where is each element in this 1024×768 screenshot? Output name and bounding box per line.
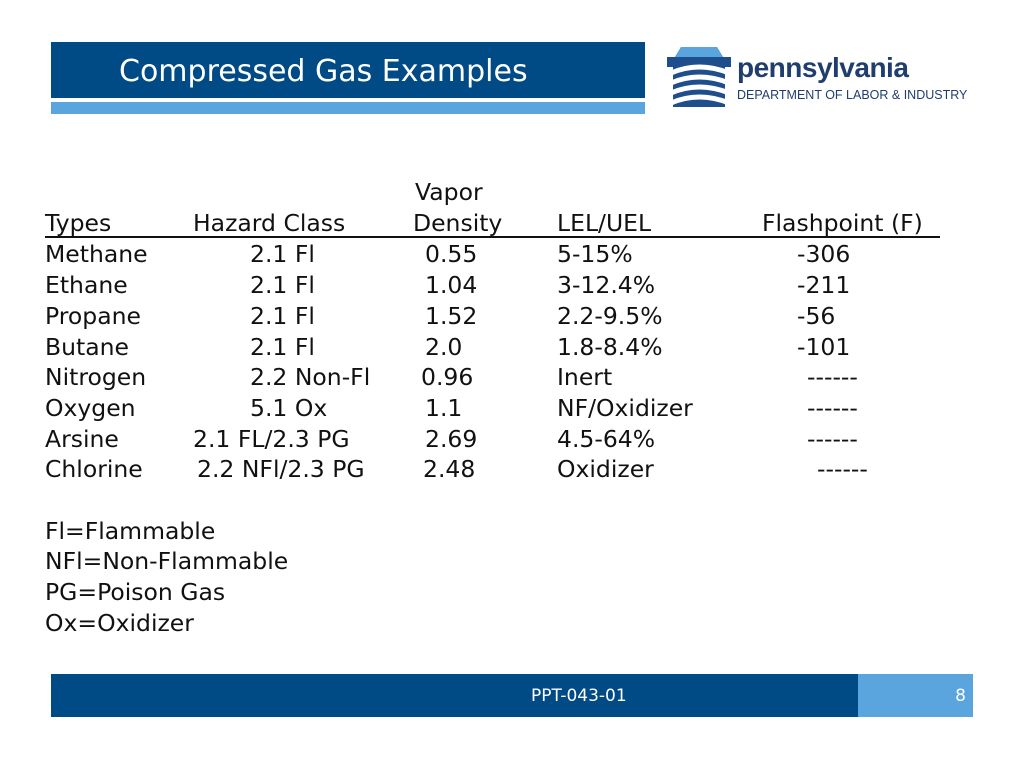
cell-hazard: 5.1 Ox bbox=[250, 394, 328, 422]
cell-density: 1.1 bbox=[425, 394, 463, 422]
logo-department: DEPARTMENT OF LABOR & INDUSTRY bbox=[737, 88, 968, 102]
cell-flashpoint: -56 bbox=[797, 302, 836, 330]
title-bar: Compressed Gas Examples bbox=[51, 42, 645, 98]
cell-density: 2.0 bbox=[425, 333, 463, 361]
cell-flashpoint: -306 bbox=[797, 240, 851, 268]
cell-type: Methane bbox=[45, 240, 148, 268]
slide-title: Compressed Gas Examples bbox=[119, 54, 528, 89]
title-accent-bar bbox=[51, 102, 645, 114]
cell-flashpoint: -211 bbox=[797, 271, 851, 299]
cell-hazard: 2.1 Fl bbox=[250, 271, 315, 299]
cell-density: 0.96 bbox=[421, 363, 474, 391]
cell-lel-uel: 5-15% bbox=[557, 240, 633, 268]
header-density: Density bbox=[413, 209, 503, 237]
cell-type: Propane bbox=[45, 302, 141, 330]
footer-code: PPT-043-01 bbox=[531, 686, 627, 706]
cell-lel-uel: NF/Oxidizer bbox=[557, 394, 693, 422]
cell-hazard: 2.1 Fl bbox=[250, 333, 315, 361]
cell-lel-uel: 1.8-8.4% bbox=[557, 333, 663, 361]
header-lel-uel: LEL/UEL bbox=[557, 209, 652, 237]
header-types: Types bbox=[45, 209, 112, 237]
cell-hazard: 2.2 NFl/2.3 PG bbox=[197, 455, 365, 483]
legend-item: PG=Poison Gas bbox=[45, 578, 226, 606]
cell-density: 2.48 bbox=[423, 455, 476, 483]
cell-flashpoint: -101 bbox=[797, 333, 851, 361]
keystone-logo-icon bbox=[667, 47, 731, 107]
cell-flashpoint: ------ bbox=[817, 455, 868, 483]
cell-density: 1.52 bbox=[425, 302, 478, 330]
page-number-box: 8 bbox=[858, 674, 973, 717]
cell-lel-uel: 2.2-9.5% bbox=[557, 302, 663, 330]
cell-hazard: 2.1 Fl bbox=[250, 240, 315, 268]
cell-flashpoint: ------ bbox=[807, 425, 858, 453]
pa-logo: pennsylvania DEPARTMENT OF LABOR & INDUS… bbox=[667, 43, 987, 111]
footer-bar: PPT-043-01 bbox=[51, 674, 858, 717]
header-flashpoint: Flashpoint (F) bbox=[762, 209, 923, 237]
cell-lel-uel: Oxidizer bbox=[557, 455, 654, 483]
cell-type: Nitrogen bbox=[45, 363, 147, 391]
cell-density: 0.55 bbox=[425, 240, 478, 268]
cell-flashpoint: ------ bbox=[807, 394, 858, 422]
cell-type: Arsine bbox=[45, 425, 119, 453]
cell-lel-uel: Inert bbox=[557, 363, 613, 391]
header-underline bbox=[45, 236, 940, 238]
cell-type: Oxygen bbox=[45, 394, 136, 422]
page-number: 8 bbox=[955, 686, 966, 706]
legend-item: NFl=Non-Flammable bbox=[45, 547, 289, 575]
cell-lel-uel: 4.5-64% bbox=[557, 425, 656, 453]
cell-type: Chlorine bbox=[45, 455, 143, 483]
cell-density: 2.69 bbox=[425, 425, 478, 453]
cell-hazard: 2.1 FL/2.3 PG bbox=[193, 425, 350, 453]
header-hazard-class: Hazard Class bbox=[193, 209, 346, 237]
cell-hazard: 2.1 Fl bbox=[250, 302, 315, 330]
cell-type: Ethane bbox=[45, 271, 128, 299]
cell-type: Butane bbox=[45, 333, 129, 361]
cell-density: 1.04 bbox=[425, 271, 478, 299]
header-vapor: Vapor bbox=[415, 178, 483, 206]
cell-lel-uel: 3-12.4% bbox=[557, 271, 656, 299]
legend-item: Ox=Oxidizer bbox=[45, 609, 194, 637]
legend-item: Fl=Flammable bbox=[45, 517, 216, 545]
cell-flashpoint: ------ bbox=[807, 363, 858, 391]
logo-wordmark: pennsylvania bbox=[737, 52, 909, 83]
cell-hazard: 2.2 Non-Fl bbox=[250, 363, 371, 391]
